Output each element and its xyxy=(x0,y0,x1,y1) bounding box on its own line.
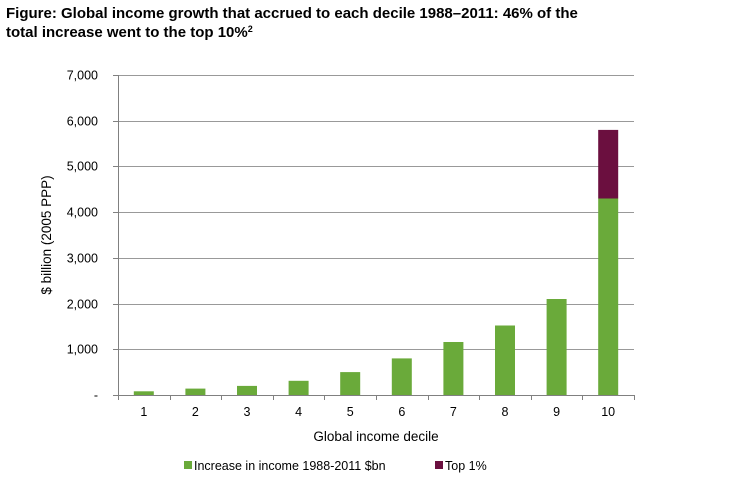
x-tick-label: 5 xyxy=(347,405,354,419)
bar-segment xyxy=(288,380,309,395)
axes xyxy=(118,75,635,400)
y-axis-title: $ billion (2005 PPP) xyxy=(39,175,54,294)
y-axis-tick-labels: - 1,000 2,000 3,000 4,000 5,000 6,000 7,000 xyxy=(67,69,98,403)
x-axis-tick-labels: 1 2 3 4 5 6 7 8 9 10 xyxy=(140,405,615,419)
y-tick-label: - xyxy=(94,389,98,403)
chart-title: Figure: Global income growth that accrue… xyxy=(6,4,726,42)
chart-title-line-2-text: total increase went to the top 10% xyxy=(6,24,248,41)
legend-swatch xyxy=(184,461,192,469)
bar-segment xyxy=(598,198,619,395)
x-tick-label: 6 xyxy=(398,405,405,419)
legend: Increase in income 1988-2011 $bn Top 1% xyxy=(184,459,487,473)
y-tick-label: 6,000 xyxy=(67,115,98,129)
chart-title-line-2: total increase went to the top 10%2 xyxy=(6,23,726,42)
chart-title-line-1: Figure: Global income growth that accrue… xyxy=(6,5,578,22)
y-tick-label: 7,000 xyxy=(67,69,98,83)
y-tick-label: 5,000 xyxy=(67,160,98,174)
bar-segment xyxy=(237,385,257,395)
x-axis-title: Global income decile xyxy=(313,429,438,444)
x-tick-label: 7 xyxy=(450,405,457,419)
bar-segment xyxy=(185,388,206,395)
legend-label: Top 1% xyxy=(445,459,487,473)
y-tick-label: 2,000 xyxy=(67,298,98,312)
bar-segment xyxy=(133,391,154,395)
x-tick-label: 1 xyxy=(140,405,147,419)
bar-segment xyxy=(391,358,412,395)
x-tick-label: 10 xyxy=(601,405,615,419)
legend-swatch xyxy=(435,461,443,469)
legend-label: Increase in income 1988-2011 $bn xyxy=(194,459,386,473)
footnote-marker: 2 xyxy=(247,24,253,34)
bar-segment xyxy=(546,299,567,395)
x-tick-label: 9 xyxy=(553,405,560,419)
x-tick-label: 3 xyxy=(244,405,251,419)
bar-segment xyxy=(443,342,464,395)
bar-segment xyxy=(495,325,515,395)
x-tick-label: 2 xyxy=(192,405,199,419)
x-tick-label: 8 xyxy=(502,405,509,419)
y-tick-label: 4,000 xyxy=(67,206,98,220)
y-tick-label: 1,000 xyxy=(67,343,98,357)
x-tick-label: 4 xyxy=(295,405,302,419)
bar-segment xyxy=(340,372,361,395)
y-tick-label: 3,000 xyxy=(67,252,98,266)
bars xyxy=(133,129,619,395)
bar-segment xyxy=(598,129,619,199)
